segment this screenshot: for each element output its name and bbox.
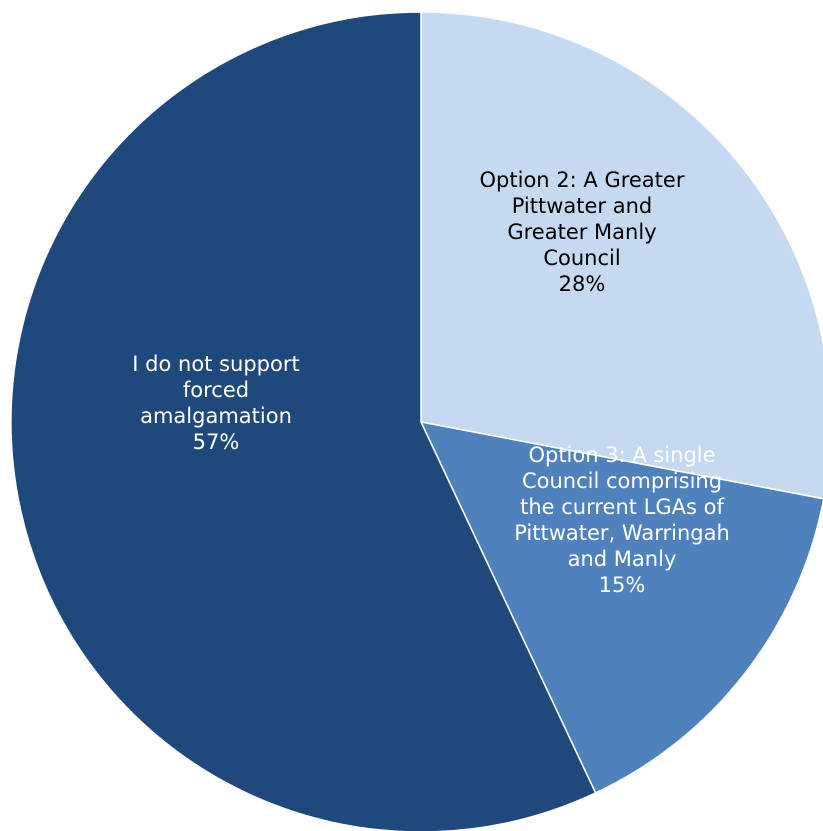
slice-label-option-3: Option 3: A single Council comprising the … [514,443,730,597]
slice-label-line-option-2: Pittwater and [512,194,653,218]
slice-label-line-option-2: Option 2: A Greater [480,168,685,192]
slice-label-line-option-3: Council comprising [522,469,722,493]
slice-label-option-2: Option 2: A Greater Pittwater and Greater … [480,168,685,296]
slice-percent-option-3: 15% [599,573,646,597]
slice-label-line-no-amalgamation: amalgamation [140,404,292,428]
slice-label-line-option-2: Greater Manly [507,220,656,244]
slice-label-line-option-3: Pittwater, Warringah [514,521,730,545]
slice-label-line-option-2: Council [543,246,620,270]
slice-label-line-option-3: and Manly [568,547,677,571]
pie-slice-option-3 [419,420,823,794]
slice-label-no-amalgamation: I do not support forced amalgamation 57% [132,352,299,454]
slice-label-line-option-3: Option 3: A single [528,443,715,467]
slice-label-line-option-3: the current LGAs of [520,495,724,519]
slice-percent-no-amalgamation: 57% [193,430,240,454]
slice-percent-option-2: 28% [559,272,606,296]
slice-label-line-no-amalgamation: forced [183,378,249,402]
pie-slice-no-amalgamation [10,11,597,831]
pie-slice-option-2 [420,11,823,500]
slice-label-line-no-amalgamation: I do not support [132,352,299,376]
